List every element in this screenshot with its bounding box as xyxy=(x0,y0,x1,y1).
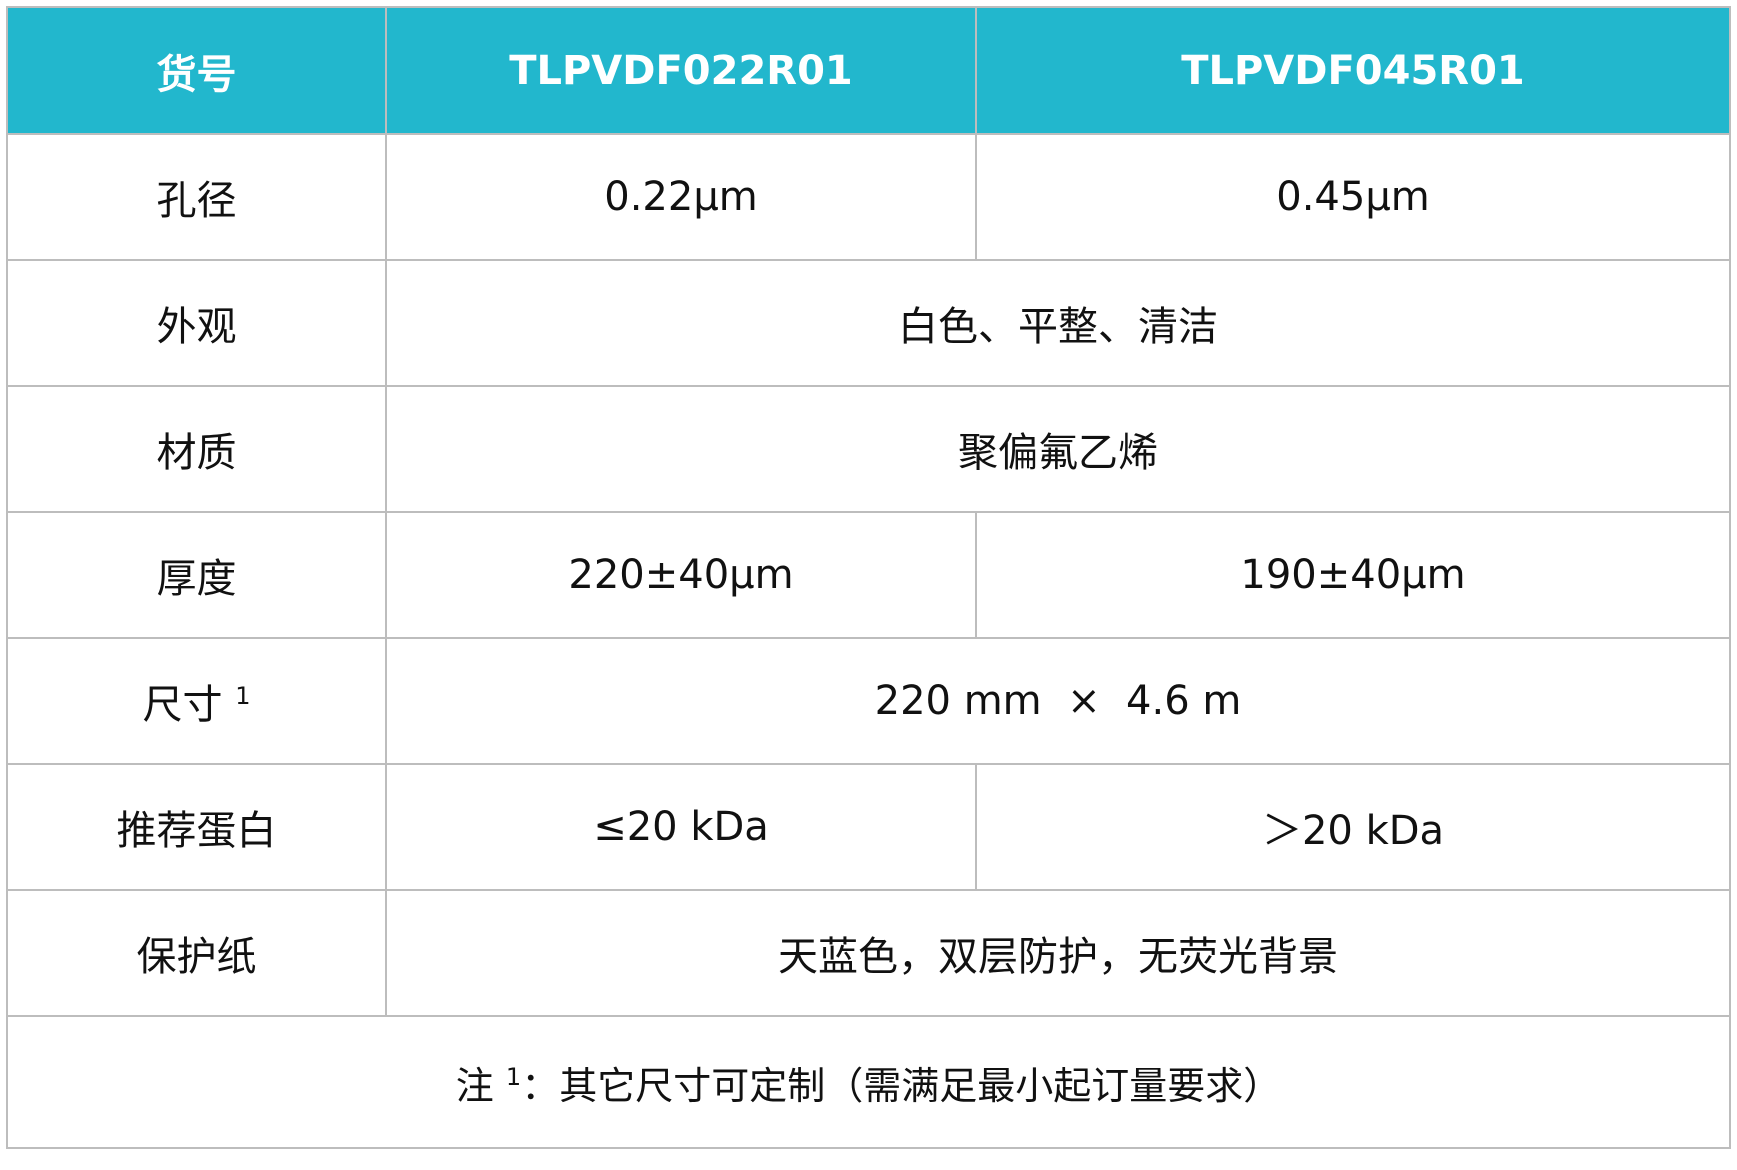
table-row-thickness: 厚度 220±40μm 190±40μm xyxy=(6,511,1731,639)
note-prefix: 注 xyxy=(455,1063,494,1108)
table-row-pore-size: 孔径 0.22μm 0.45μm xyxy=(6,133,1731,261)
cell-value: 白色、平整、清洁 xyxy=(385,259,1731,387)
row-label: 外观 xyxy=(6,259,387,387)
header-label: 货号 xyxy=(6,6,387,135)
cell-value: 220 mm × 4.6 m xyxy=(385,637,1731,765)
header-product-1: TLPVDF022R01 xyxy=(385,6,977,135)
row-label: 孔径 xyxy=(6,133,387,261)
footnote-mark: 1 xyxy=(505,1062,522,1091)
row-label: 尺寸 1 xyxy=(6,637,387,765)
table-row-recommended-protein: 推荐蛋白 ≤20 kDa ＞20 kDa xyxy=(6,763,1731,891)
cell-value: ＞20 kDa xyxy=(975,763,1731,891)
cell-value: 190±40μm xyxy=(975,511,1731,639)
row-label: 厚度 xyxy=(6,511,387,639)
cell-value: ≤20 kDa xyxy=(385,763,977,891)
cell-value: 0.22μm xyxy=(385,133,977,261)
row-label: 材质 xyxy=(6,385,387,513)
cell-value: 聚偏氟乙烯 xyxy=(385,385,1731,513)
header-row: 货号 TLPVDF022R01 TLPVDF045R01 xyxy=(6,6,1731,135)
row-label: 保护纸 xyxy=(6,889,387,1017)
table-row-protective-paper: 保护纸 天蓝色，双层防护，无荧光背景 xyxy=(6,889,1731,1017)
cell-value: 天蓝色，双层防护，无荧光背景 xyxy=(385,889,1731,1017)
table-row-material: 材质 聚偏氟乙烯 xyxy=(6,385,1731,513)
footnote-mark: 1 xyxy=(235,682,251,710)
note-row: 注 1：其它尺寸可定制（需满足最小起订量要求） xyxy=(6,1015,1731,1149)
table-row-appearance: 外观 白色、平整、清洁 xyxy=(6,259,1731,387)
header-product-2: TLPVDF045R01 xyxy=(975,6,1731,135)
note-text: ：其它尺寸可定制（需满足最小起订量要求） xyxy=(521,1063,1282,1108)
note: 注 1：其它尺寸可定制（需满足最小起订量要求） xyxy=(6,1015,1731,1149)
row-label: 推荐蛋白 xyxy=(6,763,387,891)
spec-table: 货号 TLPVDF022R01 TLPVDF045R01 孔径 0.22μm 0… xyxy=(6,6,1731,1149)
cell-value: 220±40μm xyxy=(385,511,977,639)
cell-value: 0.45μm xyxy=(975,133,1731,261)
row-label-text: 尺寸 xyxy=(142,682,223,728)
table-row-size: 尺寸 1 220 mm × 4.6 m xyxy=(6,637,1731,765)
